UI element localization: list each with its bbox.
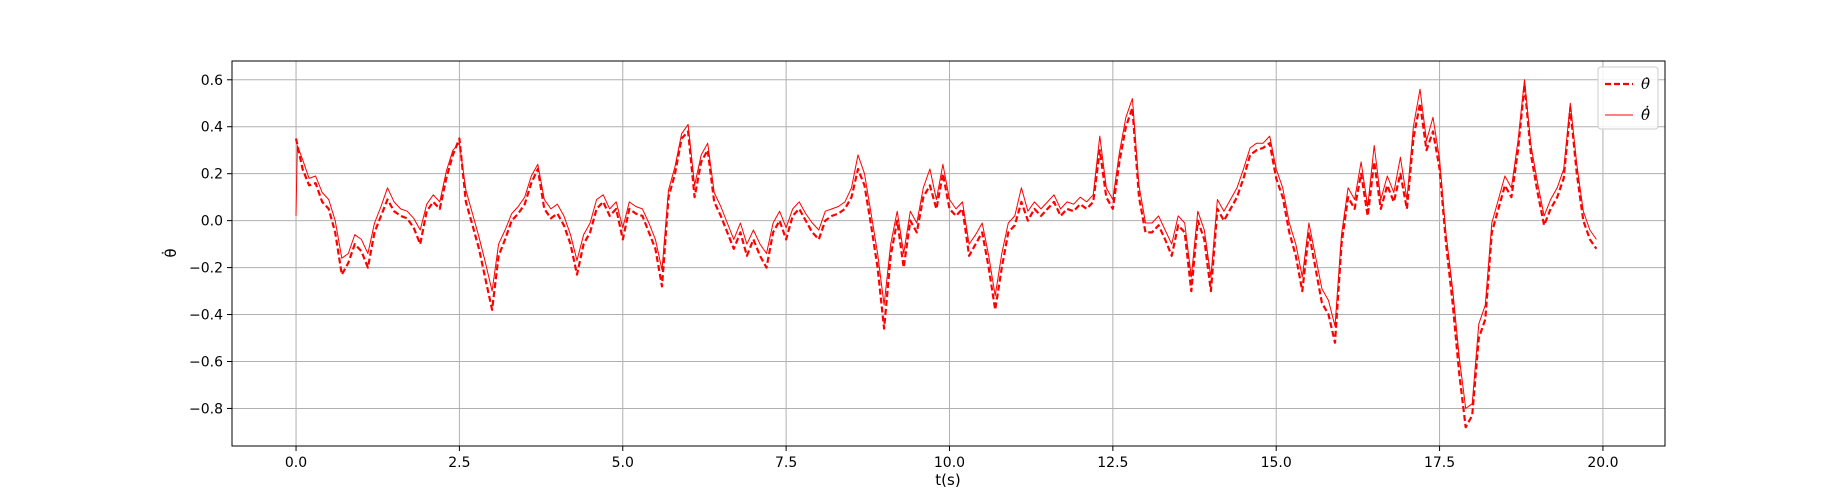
series-line-0: [294, 83, 1598, 429]
x-tick-label: 15.0: [1261, 455, 1292, 471]
y-tick-label: 0.0: [201, 214, 223, 230]
grid: [232, 61, 1665, 446]
x-tick-label: 20.0: [1587, 455, 1618, 471]
y-tick-label: −0.4: [189, 308, 223, 324]
x-tick-label: 17.5: [1424, 455, 1455, 471]
x-tick-label: 2.5: [448, 455, 470, 471]
plot-frame: [231, 60, 1666, 447]
x-tick-label: 7.5: [775, 455, 797, 471]
x-axis-label: t(s): [935, 471, 960, 489]
series-layer: [294, 79, 1598, 429]
x-axis: 0.0 2.5 5.0 7.5 10.0 12.5 15.0 17.5 20.0: [285, 446, 1619, 471]
legend-label-theta-hat-dot: θ̂̇: [1641, 105, 1650, 124]
y-tick-label: −0.2: [189, 261, 223, 277]
legend: θ̇ θ̂̇: [1597, 66, 1659, 130]
y-tick-label: 0.2: [201, 167, 223, 183]
x-tick-label: 12.5: [1097, 455, 1128, 471]
x-tick-label: 10.0: [934, 455, 965, 471]
y-axis: −0.8 −0.6 −0.4 −0.2 0.0 0.2 0.4 0.6: [189, 73, 232, 417]
y-tick-label: −0.6: [189, 354, 223, 370]
y-axis-label: θ̇: [161, 248, 180, 257]
series-line-1: [295, 79, 1597, 409]
y-tick-label: −0.8: [189, 401, 223, 417]
y-tick-label: 0.6: [201, 73, 223, 89]
legend-label-theta-dot: θ̇: [1641, 75, 1650, 93]
x-tick-label: 0.0: [285, 455, 307, 471]
legend-box: [1597, 66, 1659, 130]
x-tick-label: 5.0: [612, 455, 634, 471]
y-tick-label: 0.4: [201, 120, 223, 136]
